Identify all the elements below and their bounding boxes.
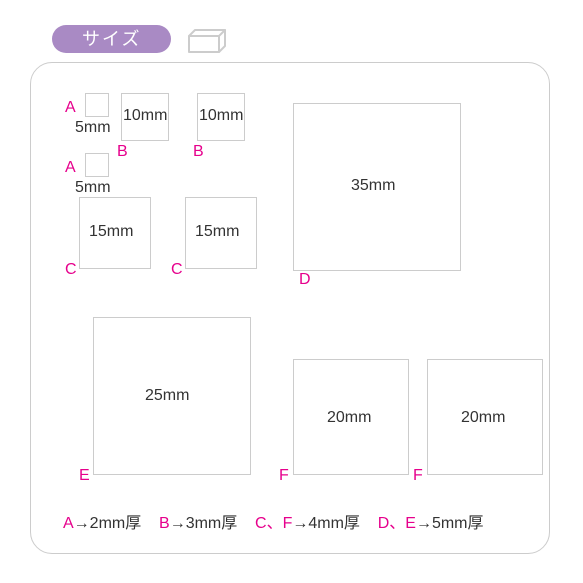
size-f1: 20mm xyxy=(327,409,371,427)
letter-c1: C xyxy=(65,261,77,279)
size-f2: 20mm xyxy=(461,409,505,427)
size-b1: 10mm xyxy=(123,107,167,125)
letter-d: D xyxy=(299,271,311,289)
size-badge: サイズ xyxy=(52,25,171,53)
letter-b1: B xyxy=(117,143,128,161)
legend-key-cf: C、F xyxy=(255,515,292,532)
legend-val-de: →5mm厚 xyxy=(416,515,484,532)
legend-val-cf: →4mm厚 xyxy=(292,515,360,532)
size-b2: 10mm xyxy=(199,107,243,125)
legend-val-b: →3mm厚 xyxy=(170,515,238,532)
legend-key-a: A xyxy=(63,515,74,532)
letter-a2: A xyxy=(65,159,76,177)
size-e: 25mm xyxy=(145,387,189,405)
letter-a1: A xyxy=(65,99,76,117)
legend-key-de: D、E xyxy=(378,515,416,532)
box-a2 xyxy=(85,153,109,177)
size-panel: A 5mm A 5mm 10mm B 10mm B 15mm C 15mm C … xyxy=(30,62,550,554)
size-a1: 5mm xyxy=(75,119,111,137)
tile-3d-icon xyxy=(185,18,227,60)
header: サイズ xyxy=(52,18,227,60)
size-d: 35mm xyxy=(351,177,395,195)
legend-key-b: B xyxy=(159,515,170,532)
letter-e: E xyxy=(79,467,90,485)
letter-c2: C xyxy=(171,261,183,279)
legend-val-a: →2mm厚 xyxy=(74,515,142,532)
size-a2: 5mm xyxy=(75,179,111,197)
letter-f1: F xyxy=(279,467,289,485)
letter-f2: F xyxy=(413,467,423,485)
thickness-legend: A→2mm厚 B→3mm厚 C、F→4mm厚 D、E→5mm厚 xyxy=(63,509,529,533)
size-c2: 15mm xyxy=(195,223,239,241)
box-a1 xyxy=(85,93,109,117)
letter-b2: B xyxy=(193,143,204,161)
size-c1: 15mm xyxy=(89,223,133,241)
